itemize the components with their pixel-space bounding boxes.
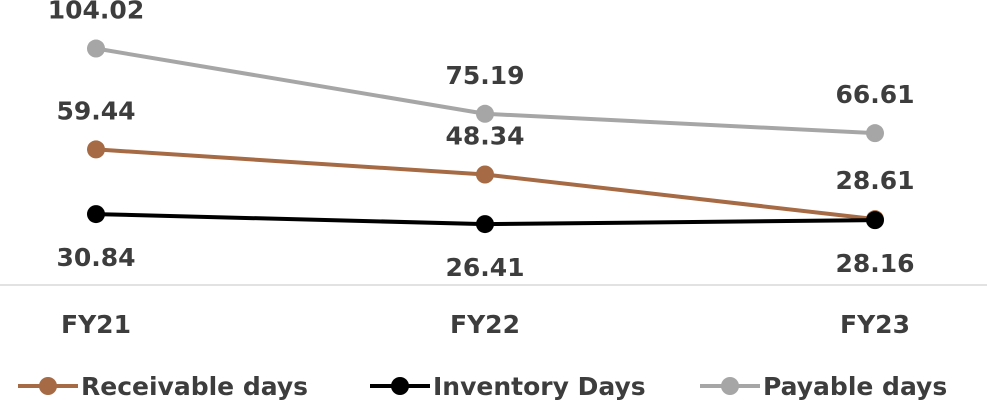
legend-item-receivable-days: Receivable days [18, 372, 308, 401]
data-point-receivable-days-fy22 [476, 165, 494, 184]
data-label-layer: 59.44 48.34 28.61 30.84 26.41 28.16 104.02 75.1… [48, 0, 915, 282]
data-point-inventory-days-fy22 [476, 215, 494, 234]
series-inventory-days [87, 205, 884, 234]
legend-label-inventory-days: Inventory Days [433, 372, 646, 401]
data-point-payable-days-fy21 [87, 39, 105, 58]
legend-swatch-marker-receivable-days [39, 377, 57, 395]
x-tick-label-fy23: FY23 [840, 310, 910, 339]
legend-label-payable-days: Payable days [763, 372, 947, 401]
series-layer [87, 39, 884, 234]
data-point-payable-days-fy22 [476, 104, 494, 123]
data-label-payable-days-fy23: 66.61 [835, 80, 914, 109]
x-tick-label-fy22: FY22 [450, 310, 520, 339]
data-label-receivable-days-fy22: 48.34 [445, 122, 524, 151]
legend-swatch-marker-payable-days [721, 377, 739, 395]
data-label-inventory-days-fy22: 26.41 [445, 253, 524, 282]
x-tick-label-fy21: FY21 [61, 310, 131, 339]
data-point-receivable-days-fy21 [87, 140, 105, 159]
data-label-payable-days-fy21: 104.02 [48, 0, 144, 25]
legend-item-payable-days: Payable days [700, 372, 947, 401]
data-label-receivable-days-fy23: 28.61 [835, 166, 914, 195]
legend-label-receivable-days: Receivable days [81, 372, 308, 401]
data-label-receivable-days-fy21: 59.44 [56, 96, 135, 125]
x-tick-layer: FY21 FY22 FY23 [61, 310, 910, 339]
data-point-inventory-days-fy21 [87, 205, 105, 224]
data-point-payable-days-fy23 [866, 124, 884, 143]
legend-swatch-marker-inventory-days [391, 377, 409, 395]
data-point-inventory-days-fy23 [866, 211, 884, 230]
legend-item-inventory-days: Inventory Days [370, 372, 646, 401]
data-label-inventory-days-fy23: 28.16 [835, 249, 914, 278]
data-label-payable-days-fy22: 75.19 [445, 61, 524, 90]
data-label-inventory-days-fy21: 30.84 [56, 243, 135, 272]
series-line-receivable-days [95, 147, 876, 222]
legend: Receivable days Inventory Days Payable day… [18, 372, 947, 401]
series-payable-days [87, 39, 884, 143]
